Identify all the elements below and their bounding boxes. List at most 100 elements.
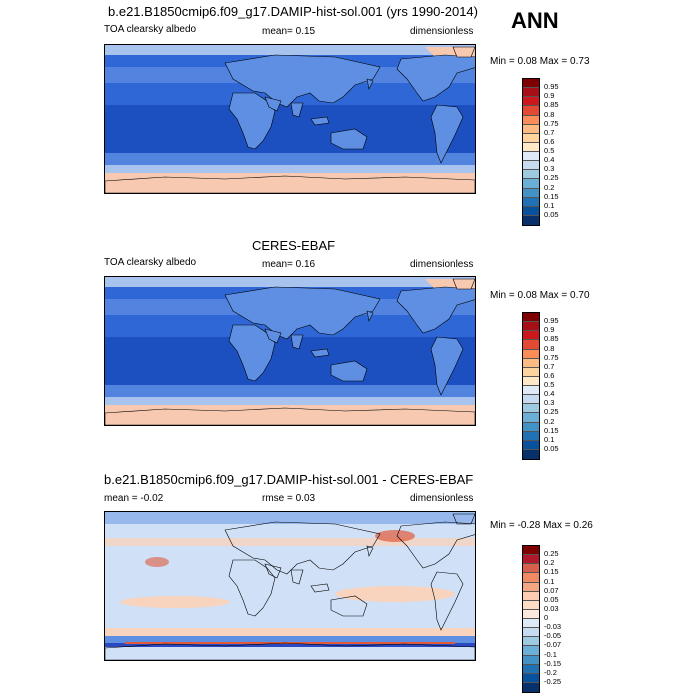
colorbar-swatch: [523, 197, 539, 207]
map-band: [105, 643, 475, 647]
continent-outline: [290, 569, 304, 585]
colorbar-swatch: [523, 413, 539, 423]
colorbar-label: 0.4: [544, 155, 555, 165]
colorbar-label: 0.4: [544, 389, 555, 399]
colorbar-swatch: [523, 564, 539, 574]
colorbar-swatch: [523, 367, 539, 377]
colorbar-swatch: [523, 609, 539, 619]
map-band: [105, 165, 475, 173]
colorbar-swatch: [523, 628, 539, 638]
colorbar-swatch: [523, 555, 539, 565]
panel-2-mean: mean= 0.16: [262, 259, 316, 270]
colorbar-label: 0.75: [544, 118, 559, 128]
colorbar-swatch: [523, 546, 539, 556]
colorbar-label: 0.03: [544, 603, 559, 613]
colorbar-label: -0.03: [544, 622, 562, 632]
colorbar-swatch: [523, 664, 539, 674]
continent-outline: [224, 521, 381, 575]
map-band: [335, 586, 455, 602]
map-band: [105, 45, 475, 55]
colorbar-label: 0.05: [544, 443, 559, 453]
colorbar-label: 0.05: [544, 209, 559, 219]
continent-outline: [396, 286, 475, 334]
continent-outline: [290, 334, 304, 350]
panel-2-map: [104, 276, 476, 426]
colorbar-label: 0.85: [544, 100, 559, 110]
colorbar-label: 0: [544, 613, 549, 622]
continent-outline: [224, 54, 381, 108]
colorbar-swatch: [523, 682, 539, 692]
colorbar-swatch: [523, 322, 539, 332]
map-band: [105, 397, 475, 405]
colorbar-swatch: [523, 376, 539, 386]
panel-3-colorbar: [522, 545, 540, 693]
colorbar-swatch: [523, 161, 539, 171]
panel-2-minmax: Min = 0.08 Max = 0.70: [490, 290, 590, 301]
continent-outline: [366, 545, 374, 557]
continent-outline: [396, 54, 475, 102]
colorbar-swatch: [523, 88, 539, 98]
continent-outline: [105, 407, 475, 425]
colorbar-label: 0.7: [544, 361, 555, 371]
colorbar-label: 0.07: [544, 585, 559, 595]
continent-outline: [430, 336, 464, 396]
continent-outline: [330, 360, 368, 382]
colorbar-swatch: [523, 124, 539, 134]
map-band: [145, 557, 169, 567]
panel-3-title: b.e21.B1850cmip6.f09_g17.DAMIP-hist-sol.…: [104, 472, 474, 487]
colorbar-swatch: [523, 106, 539, 116]
panel-1-colorbar: [522, 78, 540, 226]
colorbar-label: 0.1: [544, 576, 555, 586]
continent-outline: [430, 571, 464, 631]
colorbar-label: -0.15: [544, 658, 562, 668]
colorbar-label: 0.95: [544, 316, 559, 326]
continent-outline: [228, 324, 276, 382]
colorbar-swatch: [523, 313, 539, 323]
colorbar-swatch: [523, 600, 539, 610]
colorbar-label: 0.25: [544, 407, 559, 417]
colorbar-label: -0.05: [544, 631, 562, 641]
colorbar-label: 0.15: [544, 425, 559, 435]
colorbar-swatch: [523, 115, 539, 125]
colorbar-label: 0.25: [544, 549, 559, 559]
colorbar-swatch: [523, 358, 539, 368]
continent-outline: [290, 102, 304, 118]
continent-outline: [224, 286, 381, 340]
colorbar-swatch: [523, 170, 539, 180]
colorbar-swatch: [523, 591, 539, 601]
panel-3-mean: mean = -0.02: [104, 493, 164, 504]
colorbar-label: 0.1: [544, 200, 555, 210]
panel-3-minmax: Min = -0.28 Max = 0.26: [490, 520, 593, 531]
panel-2-units: dimensionless: [410, 259, 474, 270]
continent-outline: [310, 348, 330, 358]
colorbar-label: 0.85: [544, 334, 559, 344]
continent-outline: [228, 92, 276, 150]
colorbar-swatch: [523, 404, 539, 414]
panel-1-units: dimensionless: [410, 26, 474, 37]
colorbar-swatch: [523, 395, 539, 405]
panel-3-units: dimensionless: [410, 493, 474, 504]
panel-2-title: CERES-EBAF: [252, 238, 336, 253]
colorbar-swatch: [523, 152, 539, 162]
panel-3-map: [104, 511, 476, 661]
continent-outline: [264, 563, 282, 579]
colorbar-swatch: [523, 573, 539, 583]
continent-outline: [430, 104, 464, 164]
map-band: [105, 105, 475, 153]
colorbar-swatch: [523, 673, 539, 683]
continent-outline: [105, 642, 475, 660]
colorbar-label: 0.9: [544, 325, 555, 335]
continent-outline: [310, 583, 330, 593]
colorbar-swatch: [523, 79, 539, 89]
map-band: [105, 538, 475, 546]
continent-outline: [452, 513, 475, 525]
map-band: [105, 628, 475, 636]
colorbar-label: 0.2: [544, 182, 555, 192]
colorbar-swatch: [523, 340, 539, 350]
map-band: [105, 512, 475, 524]
continent-outline: [264, 96, 282, 112]
continent-outline: [452, 46, 475, 58]
season-label: ANN: [511, 8, 559, 33]
colorbar-swatch: [523, 215, 539, 225]
colorbar-swatch: [523, 133, 539, 143]
